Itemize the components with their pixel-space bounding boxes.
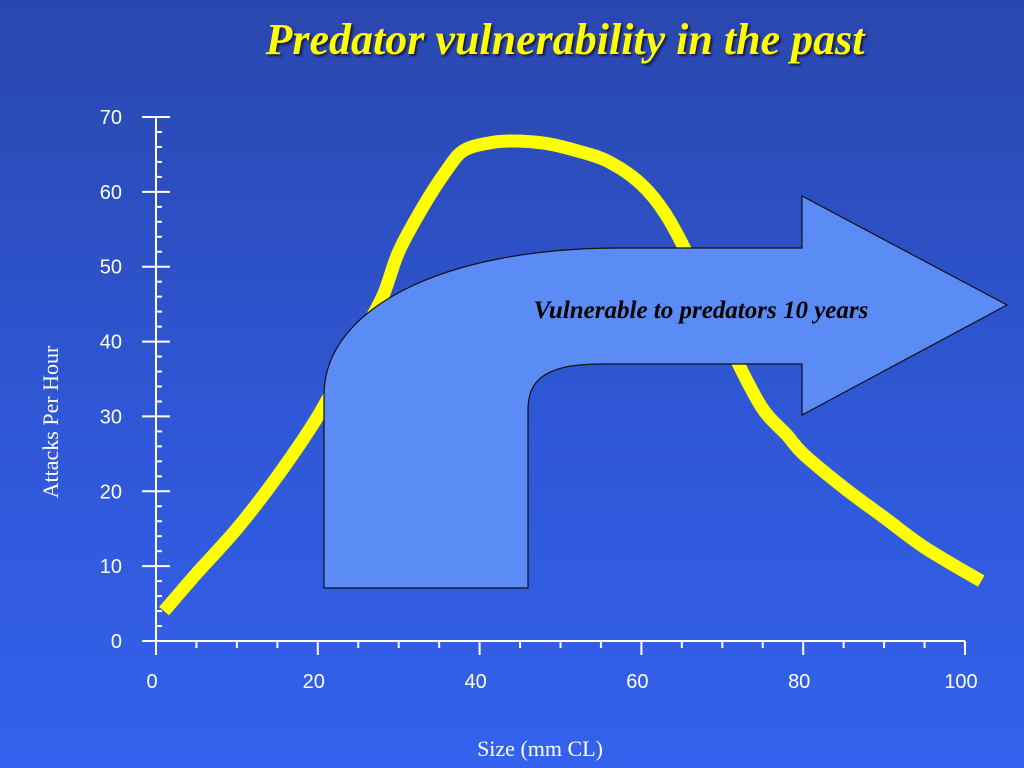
bent-arrow [323, 195, 1009, 589]
y-axis-title: Attacks Per Hour [38, 345, 63, 498]
chart-axes [142, 116, 966, 655]
y-tick-label: 10 [100, 556, 122, 578]
tick-labels: 0 10 20 30 40 50 60 70 0 20 40 60 80 100 [100, 107, 978, 693]
x-axis-title: Size (mm CL) [477, 736, 603, 761]
callout-text: Vulnerable to predators 10 years [534, 297, 869, 324]
x-tick-label: 40 [464, 671, 486, 693]
y-tick-label: 50 [100, 257, 122, 279]
x-tick-label: 60 [626, 671, 648, 693]
callout: Vulnerable to predators 10 years [323, 195, 1009, 589]
y-tick-label: 70 [100, 107, 122, 129]
slide-title: Predator vulnerability in the past [265, 15, 865, 64]
y-tick-label: 40 [100, 332, 122, 354]
y-tick-label: 60 [100, 182, 122, 204]
x-tick-label: 80 [788, 671, 810, 693]
x-tick-label: 100 [944, 671, 977, 693]
y-tick-label: 20 [100, 481, 122, 503]
x-tick-label: 20 [303, 671, 325, 693]
y-tick-label: 30 [100, 406, 122, 428]
y-tick-label: 0 [111, 631, 122, 653]
x-tick-label: 0 [146, 671, 157, 693]
